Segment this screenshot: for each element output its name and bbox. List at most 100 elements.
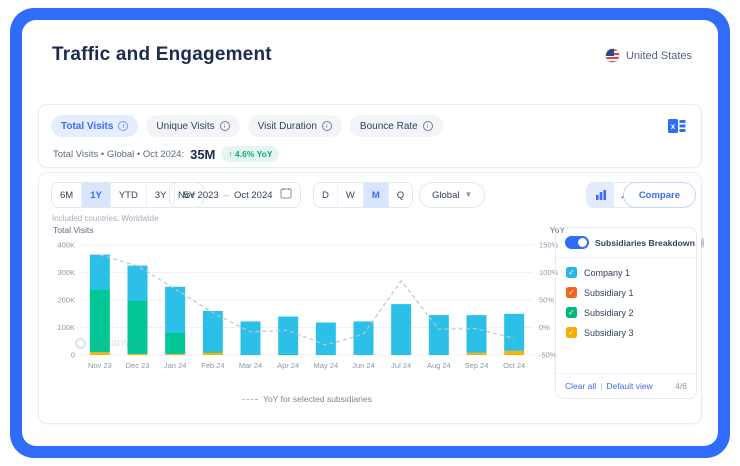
range-ytd[interactable]: YTD (111, 183, 147, 207)
bar-chart-icon[interactable] (587, 183, 614, 207)
chart-area: Total Visits YoY 400K 150% 300K 100% 200K 50%… (47, 225, 567, 404)
range-3y[interactable]: 3Y (147, 183, 176, 207)
subsidiary-label: Subsidiary 1 (584, 287, 634, 298)
app-frame: Traffic and Engagement United States Tot… (10, 8, 730, 458)
svg-text:Jan 24: Jan 24 (164, 361, 187, 370)
svg-text:-50%: -50% (539, 351, 557, 360)
svg-text:300K: 300K (57, 268, 75, 277)
svg-text:Dec 23: Dec 23 (126, 361, 150, 370)
subsidiary-item-company-1[interactable]: ✓ Company 1 (566, 267, 686, 278)
metric-prefix: Total Visits • Global • Oct 2024: (53, 148, 185, 160)
subsidiaries-panel-footer: Clear all | Default view 4/6 (556, 373, 696, 398)
metric-tabs: Total Visits i Unique Visits i Visit Duratio… (51, 115, 443, 137)
range-5y[interactable]: 5Y (183, 189, 196, 201)
svg-text:400K: 400K (57, 241, 75, 250)
page: Traffic and Engagement United States Tot… (22, 20, 718, 446)
date-to: Oct 2024 (233, 189, 273, 201)
subsidiaries-panel: Subsidiaries Breakdown i ✓ Company 1 ✓ Subs… (555, 227, 705, 399)
date-from: Nov 2023 (178, 189, 219, 201)
granularity-w[interactable]: W (338, 183, 364, 207)
svg-text:Oct 24: Oct 24 (503, 361, 525, 370)
tab-label: Unique Visits (156, 120, 215, 132)
subsidiary-label: Subsidiary 3 (584, 327, 634, 338)
date-range-picker[interactable]: Nov 2023 – Oct 2024 (169, 182, 301, 208)
clear-all-link[interactable]: Clear all (565, 381, 597, 391)
svg-text:x: x (671, 122, 676, 131)
checkbox[interactable]: ✓ (566, 327, 577, 338)
subsidiary-item-subsidiary-3[interactable]: ✓ Subsidiary 3 (566, 327, 686, 338)
svg-text:Aug 24: Aug 24 (427, 361, 451, 370)
range-selector: 6M 1Y YTD 3Y 5Y (51, 182, 205, 208)
yoy-badge: ↑ 4.6% YoY (221, 146, 280, 162)
subsidiaries-panel-title: Subsidiaries Breakdown (595, 237, 695, 248)
subsidiary-item-subsidiary-2[interactable]: ✓ Subsidiary 2 (566, 307, 686, 318)
traffic-chart: 400K 150% 300K 100% 200K 50% 100K 0% 0 -50% Nov 23… (57, 241, 559, 371)
dashed-line-sample (242, 399, 259, 401)
tab-label: Total Visits (61, 120, 114, 132)
region-dropdown[interactable]: Global ▼ (419, 182, 486, 208)
info-icon[interactable]: i (422, 121, 433, 131)
default-view-link[interactable]: Default view (606, 381, 653, 391)
svg-text:200K: 200K (57, 296, 75, 305)
checkbox[interactable]: ✓ (566, 307, 577, 318)
svg-text:100K: 100K (57, 323, 75, 332)
legend-label: YoY for selected subsidiaries (263, 394, 372, 404)
subsidiary-item-subsidiary-1[interactable]: ✓ Subsidiary 1 (566, 287, 686, 298)
info-icon[interactable]: i (321, 121, 332, 131)
excel-export-icon[interactable]: x (667, 117, 687, 135)
compare-label: Compare (638, 189, 680, 201)
compare-button[interactable]: Compare (622, 182, 696, 208)
left-axis-label: Total Visits (53, 225, 94, 235)
tab-label: Visit Duration (257, 120, 317, 132)
calendar-icon (280, 186, 292, 204)
granularity-q[interactable]: Q (396, 189, 405, 201)
metrics-card: Total Visits i Unique Visits i Visit Duratio… (38, 104, 702, 168)
date-separator: – (223, 189, 229, 201)
us-flag-icon (604, 48, 620, 63)
checkbox[interactable]: ✓ (566, 267, 577, 278)
chart-legend: YoY for selected subsidiaries (47, 394, 567, 404)
subsidiaries-panel-header: Subsidiaries Breakdown i (556, 228, 705, 258)
checkbox[interactable]: ✓ (566, 287, 577, 298)
granularity-m[interactable]: M (363, 183, 389, 207)
region-label: Global (432, 189, 460, 201)
tab-bounce-rate[interactable]: Bounce Rate i (349, 115, 443, 137)
subsidiaries-list: ✓ Company 1 ✓ Subsidiary 1 ✓ Subsidiary 2 ✓ Sub… (556, 258, 696, 373)
range-1y[interactable]: 1Y (82, 183, 111, 207)
tab-total-visits[interactable]: Total Visits i (51, 115, 139, 137)
country-selector[interactable]: United States (604, 48, 692, 63)
country-label: United States (625, 49, 692, 62)
granularity-d[interactable]: D (314, 183, 338, 207)
svg-text:Sep 24: Sep 24 (465, 361, 489, 370)
chevron-down-icon: ▼ (464, 189, 473, 199)
metric-value: 35M (190, 146, 216, 162)
svg-text:0%: 0% (539, 323, 550, 332)
included-countries-note: Included countries: Worldwide (52, 214, 159, 223)
svg-text:Jun 24: Jun 24 (352, 361, 375, 370)
svg-text:Jul 24: Jul 24 (391, 361, 411, 370)
info-icon[interactable]: i (700, 237, 705, 248)
subsidiary-label: Subsidiary 2 (584, 307, 634, 318)
svg-text:May 24: May 24 (314, 361, 339, 370)
svg-text:Mar 24: Mar 24 (239, 361, 262, 370)
subsidiary-label: Company 1 (584, 267, 631, 278)
svg-text:100%: 100% (539, 268, 559, 277)
svg-text:Feb 24: Feb 24 (201, 361, 224, 370)
metric-summary: Total Visits • Global • Oct 2024: 35M ↑ … (53, 146, 280, 162)
svg-text:Nov 23: Nov 23 (88, 361, 112, 370)
page-title: Traffic and Engagement (52, 44, 272, 65)
tab-visit-duration[interactable]: Visit Duration i (247, 115, 342, 137)
tab-unique-visits[interactable]: Unique Visits i (146, 115, 240, 137)
footer-separator: | (600, 381, 603, 391)
info-icon[interactable]: i (118, 121, 129, 131)
tab-label: Bounce Rate (359, 120, 418, 132)
info-icon[interactable]: i (219, 121, 230, 131)
range-6m[interactable]: 6M (52, 183, 83, 207)
subsidiaries-toggle[interactable] (565, 236, 589, 249)
svg-text:150%: 150% (539, 241, 559, 250)
svg-text:Apr 24: Apr 24 (277, 361, 299, 370)
svg-text:50%: 50% (539, 296, 554, 305)
